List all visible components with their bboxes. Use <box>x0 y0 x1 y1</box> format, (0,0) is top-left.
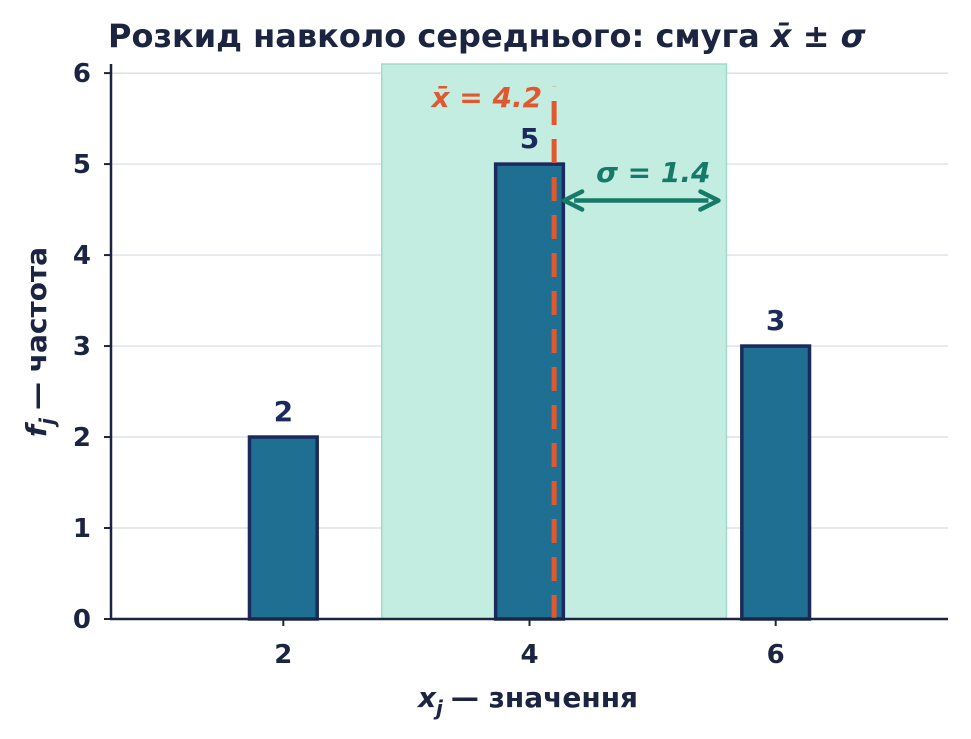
y-tick-label: 3 <box>73 332 91 362</box>
bar-value-label: 2 <box>274 395 293 428</box>
y-tick-label: 1 <box>73 514 91 544</box>
bar <box>493 162 566 621</box>
y-tick-label: 6 <box>73 59 91 89</box>
std-arrow-right-head <box>698 189 721 212</box>
y-tick-label: 2 <box>73 423 91 453</box>
chart-title-text: Розкид навколо середнього: смуга <box>108 17 771 55</box>
mean-layer <box>551 86 721 619</box>
y-axis-label: fj — частота <box>20 247 59 437</box>
bar <box>740 344 812 621</box>
chart-title-math: x̄ ± σ <box>769 17 866 55</box>
x-axis-label: xj — значення <box>416 681 638 720</box>
x-axis-text: — значення <box>451 681 638 714</box>
bar-value-label: 5 <box>520 122 539 155</box>
x-tick-label: 6 <box>767 640 785 670</box>
bar <box>247 435 319 621</box>
x-tick-label: 2 <box>274 640 292 670</box>
axes <box>104 64 948 626</box>
x-tick-label: 4 <box>520 640 538 670</box>
y-tick-label: 5 <box>73 150 91 180</box>
y-axis-sub: j <box>35 417 59 428</box>
y-axis-var: f <box>20 421 53 437</box>
bar-value-label: 3 <box>766 304 785 337</box>
chart-title: Розкид навколо середнього: смуга x̄ ± σ <box>108 17 866 55</box>
mean-label: x̄ = 4.2 <box>429 81 542 114</box>
std-label: σ = 1.4 <box>596 156 710 189</box>
y-axis-text: — частота <box>20 247 53 410</box>
bars <box>247 162 812 621</box>
x-axis-sub: j <box>433 696 444 720</box>
std-arrow-left-head <box>561 189 585 212</box>
y-tick-label: 0 <box>73 605 91 635</box>
labels: 0 1 2 3 4 5 6 2 4 6 2 5 3 x̄ = 4.2 σ = 1.4 Розкид навко… <box>20 17 866 720</box>
x-axis-var: x <box>416 681 437 714</box>
y-tick-label: 4 <box>73 241 91 271</box>
